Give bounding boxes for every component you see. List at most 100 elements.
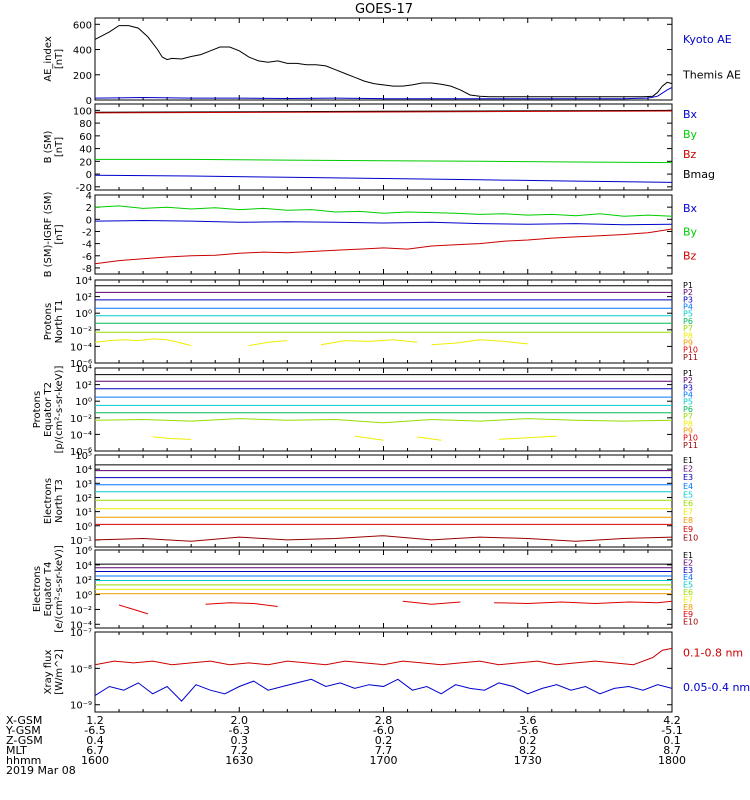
legend-entry: E1 [683, 551, 693, 560]
series-line-by [95, 158, 673, 164]
orbit-footer: X-GSM 1.2 2.0 2.8 3.6 4.2 Y-GSM -6.5 -6.3 -6.0 -5.… [5, 714, 686, 767]
legend-entry: Kyoto AE [683, 33, 732, 46]
footer-value: 4.2 [663, 714, 681, 727]
footer-value: 0.4 [86, 734, 104, 747]
legend-entry: Bz [683, 148, 697, 161]
footer-value: -5.6 [517, 724, 538, 737]
legend-entry: P4 [683, 303, 693, 312]
legend-entry: P6 [683, 405, 693, 414]
y-tick-label: 10⁻⁶ [70, 359, 92, 370]
series-line-p8d [498, 435, 557, 440]
legend-entry: P2 [683, 376, 693, 385]
series-line-0-1-0-8-nm [94, 647, 673, 666]
y-tick-label: -8 [82, 264, 92, 275]
footer-row-label: Y-GSM [5, 724, 41, 737]
series-line-e9a [118, 604, 149, 615]
legend-entry: E3 [683, 566, 693, 575]
series-line-0-05-0-4-nm [94, 678, 673, 702]
y-tick-label: 10³ [75, 479, 92, 490]
y-tick-label: 200 [73, 71, 92, 82]
y-tick-label: -2 [82, 227, 92, 238]
series-line-bx [94, 174, 673, 183]
y-tick-label: -20 [76, 183, 92, 194]
y-tick-label: 10² [75, 493, 92, 504]
y-axis-label-line: Equator T4 [43, 562, 54, 617]
y-tick-label: 10⁻² [70, 414, 92, 425]
panel-frame [94, 631, 673, 713]
y-tick-label: 10² [75, 381, 92, 392]
series-line-e10 [94, 535, 673, 542]
y-tick-label: 10⁻⁶ [70, 447, 92, 458]
plot-title: GOES-17 [355, 2, 413, 17]
footer-value: 6.7 [86, 744, 104, 757]
legend-entry: E6 [683, 588, 693, 597]
legend-entry: P2 [683, 288, 693, 297]
legend-entry: P8 [683, 419, 693, 428]
y-axis-label: ProtonsEquator T2[p/(cm²-s-sr-keV)] [32, 366, 65, 454]
series-line-p8 [152, 436, 192, 440]
footer-value: 8.7 [663, 744, 681, 757]
y-axis-label-line: AE_index [43, 36, 54, 82]
series-line-p7 [94, 418, 673, 424]
footer-value: 7.2 [231, 744, 249, 757]
legend-entry: E8 [683, 516, 693, 525]
y-tick-label: 10⁰ [75, 397, 92, 408]
legend-entry: P1 [683, 281, 693, 290]
footer-value: 0.2 [519, 734, 537, 747]
series-line-p8b [248, 340, 288, 347]
footer-value: 0.2 [375, 734, 393, 747]
legend-entry: By [683, 128, 698, 141]
legend-entry: Bmag [683, 168, 715, 181]
footer-value: 1600 [81, 754, 109, 767]
series-line-bz [94, 228, 673, 265]
y-tick-label: 10⁻⁹ [70, 701, 92, 712]
series-line-bz [94, 110, 673, 114]
y-tick-label: 0 [86, 215, 92, 226]
legend-entry: E7 [683, 595, 693, 604]
series-line-p8d [431, 339, 528, 346]
legend-entry: E9 [683, 525, 693, 534]
series-line-e9c [402, 600, 461, 605]
panel-frame [94, 194, 673, 275]
legend-entry: P10 [683, 434, 698, 443]
footer-value: 7.7 [375, 744, 393, 757]
legend-entry: P11 [683, 441, 698, 450]
y-tick-label: 10⁴ [75, 561, 92, 572]
legend-entry: P3 [683, 295, 693, 304]
y-axis-label: AE_index[nT] [43, 36, 65, 82]
y-tick-label: 10⁻⁸ [70, 664, 92, 675]
y-tick-label: 0 [86, 96, 92, 107]
panel-p_t2: 10⁻⁶ 10⁻⁴ 10⁻² 10⁰ 10² 10⁴ ProtonsEquator T2[p… [32, 364, 698, 458]
series-line-themis-ae [94, 25, 673, 98]
y-axis-label-line: [nT] [54, 224, 65, 244]
y-axis-label-line: B (SM)-IGRF (SM) [43, 192, 54, 278]
footer-value: -6.5 [84, 724, 105, 737]
y-axis-label-line: North T3 [54, 479, 65, 523]
footer-value: 2.0 [231, 714, 249, 727]
y-tick-label: 10² [75, 293, 92, 304]
footer-value: -5.1 [661, 724, 682, 737]
legend-entry: E2 [683, 465, 693, 474]
panel-frame [94, 103, 673, 191]
legend-entry: Bx [683, 202, 698, 215]
legend-entry: P11 [683, 353, 698, 362]
legend-entry: P4 [683, 391, 693, 400]
legend-entry: E6 [683, 499, 693, 508]
footer-value: 2.8 [375, 714, 393, 727]
footer-value: 0.3 [231, 734, 249, 747]
y-axis-label-line: [e/(cm²-s-sr-keV)] [54, 545, 65, 633]
y-tick-label: 10⁰ [75, 522, 92, 533]
legend-entry: P1 [683, 369, 693, 378]
series-line-p8c [417, 436, 442, 441]
y-axis-label: ElectronsEquator T4[e/(cm²-s-sr-keV)] [32, 545, 65, 633]
y-tick-label: 10⁻² [70, 605, 92, 616]
footer-value: -6.0 [373, 724, 394, 737]
series-line-p8b [354, 435, 384, 441]
legend-entry: P9 [683, 338, 693, 347]
panel-frame [94, 454, 673, 548]
y-axis-label-line: Protons [32, 391, 43, 428]
y-axis-label: ElectronsNorth T3 [43, 478, 65, 524]
